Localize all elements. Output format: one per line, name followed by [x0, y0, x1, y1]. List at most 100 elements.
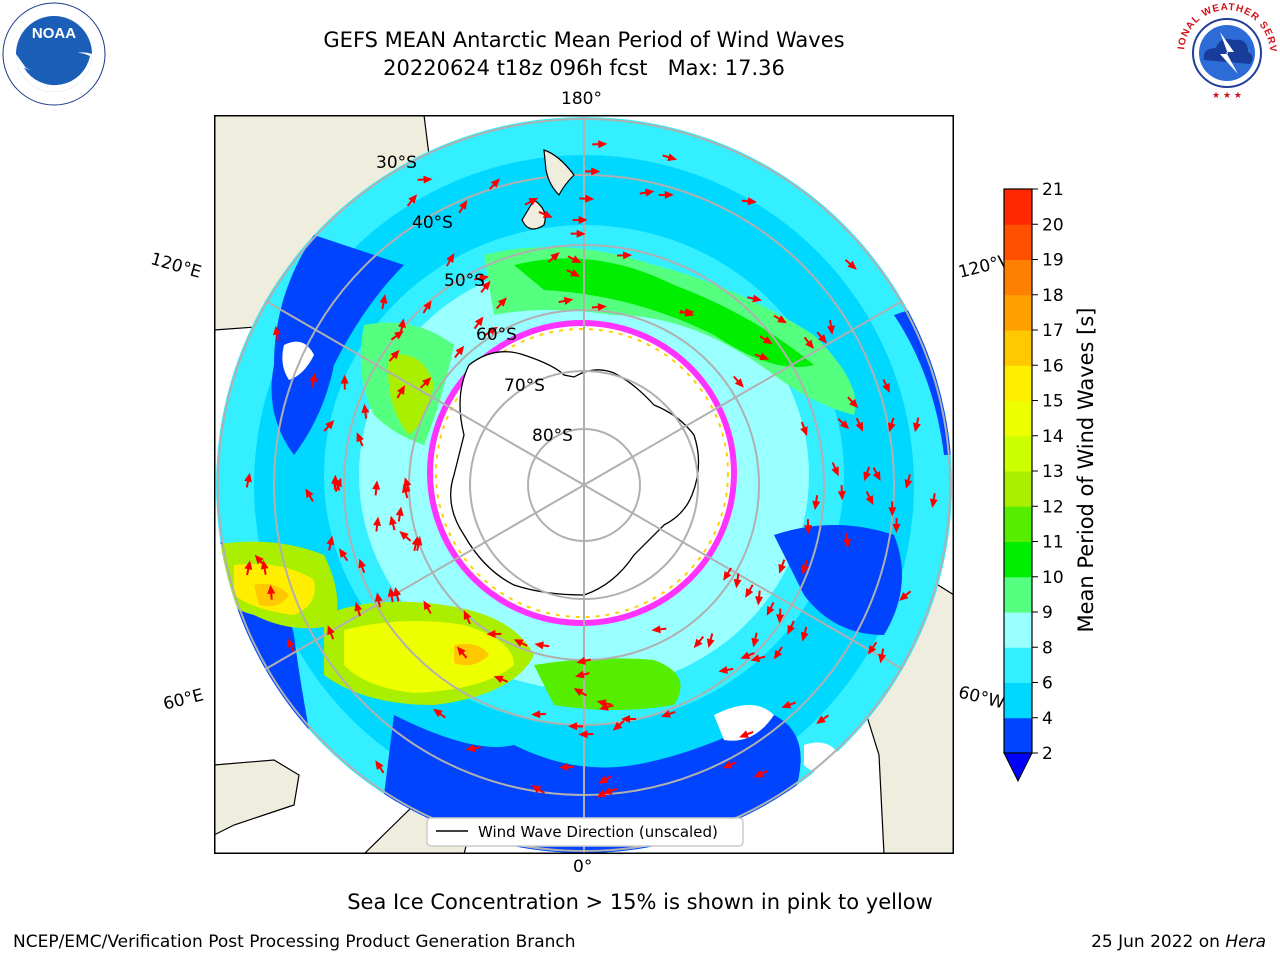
wind-wave-arrow — [573, 688, 588, 697]
noaa-logo: NOAA — [2, 2, 106, 106]
colorbar-tick-label: 16 — [1042, 356, 1064, 376]
wind-wave-arrow — [617, 251, 633, 260]
wind-wave-arrow — [816, 714, 829, 725]
colorbar-tick-label: 19 — [1042, 251, 1064, 271]
wind-wave-arrow — [340, 374, 349, 390]
wind-wave-arrow — [538, 210, 553, 218]
wind-wave-arrow — [773, 646, 783, 660]
wind-wave-arrow — [753, 769, 768, 778]
noaa-logo-text: NOAA — [32, 25, 76, 42]
wind-wave-arrow — [929, 493, 938, 509]
wind-wave-arrow — [395, 506, 404, 522]
wind-wave-arrow — [722, 760, 737, 769]
wind-wave-arrow — [423, 600, 432, 614]
lat-label-80s: 80°S — [532, 426, 573, 446]
wind-wave-arrow — [267, 584, 276, 600]
wind-wave-arrow — [567, 255, 582, 263]
wind-wave-direction-arrows — [244, 140, 938, 798]
wind-wave-arrow — [524, 197, 539, 206]
colorbar-tick-label: 6 — [1042, 674, 1053, 694]
wind-wave-arrow — [598, 775, 612, 784]
wind-wave-arrow — [887, 417, 896, 433]
wind-wave-arrow — [801, 559, 809, 575]
colorbar-label: Mean Period of Wind Waves [s] — [1074, 307, 1098, 633]
wind-wave-arrow — [486, 629, 502, 638]
wind-wave-arrow — [800, 626, 809, 642]
wind-wave-arrow — [272, 325, 281, 341]
wind-wave-arrow — [572, 215, 588, 224]
islands — [521, 149, 575, 230]
lat-label-40s: 40°S — [412, 213, 453, 233]
wind-wave-arrow — [867, 641, 878, 655]
wind-wave-arrow — [844, 259, 857, 270]
lon-label-180: 180° — [561, 89, 602, 109]
colorbar-block — [1004, 330, 1032, 366]
colorbar-block — [1004, 612, 1032, 648]
wind-wave-arrow — [773, 314, 787, 324]
wind-wave-arrow — [750, 654, 766, 663]
wind-wave-arrow — [287, 638, 295, 653]
wind-wave-arrow — [414, 536, 423, 551]
wind-wave-arrow — [899, 590, 912, 601]
colorbar-block — [1004, 682, 1032, 719]
colorbar-block — [1004, 259, 1032, 296]
svg-text:★ ★ ★: ★ ★ ★ — [1212, 91, 1242, 101]
wind-wave-arrow — [747, 294, 762, 303]
wind-wave-arrow — [596, 699, 612, 708]
wind-wave-arrow — [740, 651, 755, 659]
polar-map: 30°S 40°S 50°S 60°S 70°S 80°S Wind Wave … — [214, 115, 954, 854]
wind-wave-arrow — [592, 140, 608, 149]
wind-wave-arrow — [574, 670, 590, 679]
colorbar-block — [1004, 189, 1032, 225]
wind-wave-arrow — [778, 559, 787, 574]
colorbar-block — [1004, 576, 1032, 613]
wind-wave-arrow — [403, 477, 412, 492]
wind-wave-arrow — [739, 730, 754, 738]
wind-wave-arrow — [419, 377, 432, 389]
wind-wave-arrow — [473, 316, 484, 330]
wind-wave-arrow — [326, 535, 335, 551]
wind-wave-arrow — [401, 483, 410, 499]
sea-ice-inner — [435, 328, 729, 618]
wind-wave-arrow — [741, 197, 757, 206]
colorbar-block — [1004, 365, 1032, 401]
wind-wave-arrow — [374, 592, 383, 608]
wind-wave-arrow — [706, 633, 715, 649]
colorbar-block — [1004, 435, 1032, 472]
wind-wave-arrow — [776, 608, 785, 624]
colorbar-block — [1004, 471, 1032, 507]
wind-wave-arrow — [387, 587, 396, 603]
wind-wave-arrow — [396, 385, 406, 399]
wind-wave-arrow — [375, 760, 385, 774]
wind-wave-arrow — [534, 641, 550, 650]
wind-wave-arrow — [585, 167, 601, 176]
wind-wave-arrow — [547, 252, 560, 263]
wind-wave-arrow — [244, 472, 252, 488]
wind-wave-arrow — [718, 665, 734, 674]
wind-wave-arrow — [358, 558, 367, 574]
wind-wave-arrow — [651, 625, 667, 634]
colorbar-tick-label: 15 — [1042, 392, 1064, 412]
colorbar-block — [1004, 224, 1032, 260]
wind-wave-arrow — [639, 188, 655, 197]
legend-label: Wind Wave Direction (unscaled) — [478, 823, 718, 841]
wind-wave-arrow — [309, 372, 318, 388]
wind-wave-arrow — [456, 646, 468, 659]
wind-wave-arrow — [599, 703, 614, 711]
wind-wave-arrow — [812, 495, 821, 511]
wind-wave-arrow — [356, 432, 364, 447]
wind-wave-arrow — [847, 396, 859, 409]
colorbar-extend-min — [1003, 752, 1033, 783]
wind-wave-arrow — [305, 488, 314, 502]
colorbar-tick-label: 18 — [1042, 286, 1064, 306]
colorbar-blocks — [1004, 189, 1032, 754]
colorbar-ticks: 2 4 6 8 9 10 11 12 13 14 15 16 17 18 19 20 21 — [1032, 180, 1064, 764]
wind-wave-arrow — [766, 601, 775, 616]
wind-wave-arrow — [480, 280, 491, 294]
wind-wave-arrow — [882, 378, 890, 393]
colorbar-block — [1004, 647, 1032, 683]
nws-logo: NATIONAL WEATHER SERVICE ★ ★ ★ — [1176, 2, 1277, 103]
wind-wave-arrow — [755, 590, 764, 606]
wind-wave-arrow — [354, 601, 363, 617]
wind-wave-arrow — [803, 336, 814, 349]
